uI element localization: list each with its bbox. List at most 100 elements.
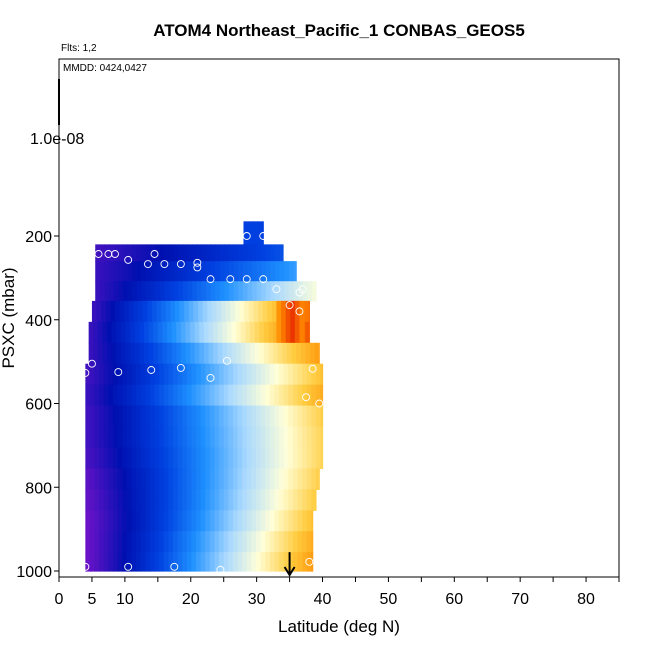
heatmap-cell xyxy=(238,281,244,302)
heatmap-cell xyxy=(182,552,188,572)
heatmap-cell xyxy=(305,342,311,365)
heatmap-cell xyxy=(223,510,229,532)
heatmap-cell xyxy=(302,489,308,511)
heatmap-cell xyxy=(279,468,285,490)
x-tick-label: 0 xyxy=(55,591,64,608)
heatmap-cell xyxy=(270,261,276,282)
heatmap-cell xyxy=(279,510,285,532)
heatmap-cell xyxy=(95,261,101,282)
heatmap-cell xyxy=(302,447,308,470)
heatmap-cell xyxy=(130,321,136,344)
heatmap-cell xyxy=(219,468,225,490)
heatmap-cell xyxy=(257,221,263,245)
heatmap-cell xyxy=(136,489,142,511)
heatmap-cell xyxy=(145,261,152,282)
heatmap-cell xyxy=(136,552,142,572)
flights-note: Flts: 1,2 xyxy=(61,43,97,54)
heatmap-cell xyxy=(265,261,272,282)
heatmap-cell xyxy=(275,281,281,302)
heatmap-cell xyxy=(145,363,151,386)
heatmap-cell xyxy=(260,531,266,553)
heatmap-cell xyxy=(126,531,133,553)
heatmap-cell xyxy=(236,342,242,365)
heatmap-cell xyxy=(261,281,267,302)
heatmap-cell xyxy=(260,468,266,490)
heatmap-cell xyxy=(265,468,271,490)
heatmap-cell xyxy=(288,447,294,470)
heatmap-cell xyxy=(288,531,294,553)
heatmap-cell xyxy=(178,261,184,282)
heatmap-cell xyxy=(265,510,271,532)
heatmap-cell xyxy=(102,321,108,344)
heatmap-cell xyxy=(209,489,216,511)
heatmap-cell xyxy=(173,261,179,282)
heatmap-cell xyxy=(191,447,197,470)
heatmap-cell xyxy=(126,552,133,572)
heatmap-cell xyxy=(196,531,202,553)
heatmap-cell xyxy=(219,447,225,470)
heatmap-cell xyxy=(296,342,302,365)
heatmap-cell xyxy=(187,244,193,262)
heatmap-cell xyxy=(122,363,128,386)
heatmap-cell xyxy=(126,405,133,428)
heatmap-cell xyxy=(149,405,156,428)
heatmap-cell xyxy=(122,468,128,490)
heatmap-cell xyxy=(159,426,165,449)
x-tick-label: 30 xyxy=(248,591,266,608)
x-tick-label: 70 xyxy=(511,591,529,608)
heatmap-cell xyxy=(174,300,181,323)
arrow-head xyxy=(283,566,296,577)
heatmap-cell xyxy=(242,552,248,572)
heatmap-cell xyxy=(315,468,320,490)
data-point xyxy=(111,250,119,258)
heatmap-cell xyxy=(85,363,91,386)
heatmap-cell xyxy=(154,531,160,553)
heatmap-cell xyxy=(191,552,197,572)
heatmap-cell xyxy=(108,447,114,470)
heatmap-cell xyxy=(172,510,179,532)
heatmap-cell xyxy=(291,342,297,365)
heatmap-cell xyxy=(150,261,156,282)
heatmap-cell xyxy=(269,405,276,428)
heatmap-cell xyxy=(182,447,188,470)
heatmap-cell xyxy=(159,261,166,282)
heatmap-cell xyxy=(237,468,243,490)
heatmap-cell xyxy=(306,510,312,532)
heatmap-cell xyxy=(297,468,303,490)
heatmap-cell xyxy=(176,321,182,344)
heatmap-cell xyxy=(251,468,257,490)
heatmap-cell xyxy=(233,261,239,282)
heatmap-hotspot-cell xyxy=(285,300,291,343)
heatmap-cell xyxy=(200,468,206,490)
heatmap-cell xyxy=(162,342,168,365)
heatmap-cell xyxy=(153,342,159,365)
heatmap-cell xyxy=(178,281,184,302)
heatmap-cell xyxy=(103,405,110,428)
heatmap-cell xyxy=(271,300,278,323)
heatmap-cell xyxy=(93,321,99,344)
heatmap-cell xyxy=(85,468,91,490)
heatmap-cell xyxy=(311,426,317,449)
heatmap-cell xyxy=(244,300,250,323)
heatmap-cell xyxy=(239,300,245,323)
data-point xyxy=(216,565,225,574)
heatmap-cell xyxy=(145,489,151,511)
heatmap-cell xyxy=(177,447,183,470)
heatmap-cell xyxy=(232,552,239,572)
heatmap-cell xyxy=(216,300,222,323)
heatmap-cell xyxy=(149,426,156,449)
heatmap-cell xyxy=(131,363,137,386)
heatmap-cell xyxy=(210,281,216,302)
heatmap-cell xyxy=(172,447,179,470)
heatmap-cell xyxy=(113,405,119,428)
x-tick-label: 60 xyxy=(445,591,463,608)
heatmap-cell xyxy=(111,321,117,344)
date-note: MMDD: 0424,0427 xyxy=(63,63,147,74)
heatmap-cell xyxy=(131,384,137,407)
heatmap-cell xyxy=(104,281,110,302)
heatmap-cell xyxy=(108,552,114,572)
heatmap-cell xyxy=(190,321,196,344)
heatmap-cell xyxy=(275,261,281,282)
heatmap-cell xyxy=(199,321,205,344)
heatmap-cell xyxy=(203,321,210,344)
